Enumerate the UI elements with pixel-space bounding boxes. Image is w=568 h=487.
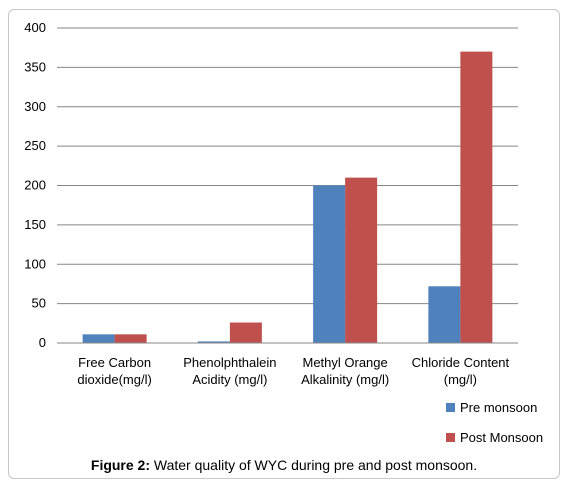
legend-label: Pre monsoon — [460, 400, 537, 415]
bar-post-monsoon — [229, 322, 262, 343]
bar-pre-monsoon — [313, 185, 346, 343]
y-tick-label: 350 — [24, 59, 46, 74]
legend-swatch — [446, 433, 455, 442]
bar-post-monsoon — [345, 177, 378, 343]
x-tick-label: (mg/l) — [444, 372, 477, 387]
bar-chart: 0 50 100 150 200 250 300 350 400 Free Carbon diox… — [24, 20, 543, 445]
gridlines — [57, 27, 518, 305]
y-axis-ticks: 0 50 100 150 200 250 300 350 400 — [24, 20, 46, 350]
y-tick-label: 300 — [24, 99, 46, 114]
y-tick-label: 400 — [24, 20, 46, 35]
legend: Pre monsoon Post Monsoon — [446, 400, 543, 445]
y-tick-label: 150 — [24, 217, 46, 232]
bar-post-monsoon — [460, 51, 493, 343]
figure-caption: Figure 2: Water quality of WYC during pr… — [0, 457, 568, 473]
x-tick-label: Alkalinity (mg/l) — [301, 372, 389, 387]
bar-pre-monsoon — [82, 334, 115, 343]
bar-pre-monsoon — [428, 286, 461, 343]
x-tick-label: Phenolphthalein — [183, 355, 276, 370]
y-tick-label: 0 — [39, 335, 46, 350]
y-tick-label: 50 — [32, 296, 46, 311]
y-tick-label: 100 — [24, 256, 46, 271]
x-tick-label: dioxide(mg/l) — [77, 372, 151, 387]
x-tick-label: Free Carbon — [78, 355, 151, 370]
y-tick-label: 250 — [24, 138, 46, 153]
x-tick-label: Acidity (mg/l) — [192, 372, 267, 387]
x-tick-label: Methyl Orange — [302, 355, 387, 370]
bar-post-monsoon — [114, 334, 147, 343]
x-tick-label: Chloride Content — [412, 355, 510, 370]
caption-label: Figure 2: — [90, 457, 151, 473]
legend-swatch — [446, 403, 455, 412]
caption-text: Water quality of WYC during pre and post… — [150, 457, 478, 473]
y-tick-label: 200 — [24, 178, 46, 193]
bars — [82, 51, 493, 343]
x-axis-labels: Free Carbon dioxide(mg/l) Phenolphthalein A… — [77, 355, 509, 387]
legend-label: Post Monsoon — [460, 430, 543, 445]
bar-pre-monsoon — [197, 341, 230, 343]
